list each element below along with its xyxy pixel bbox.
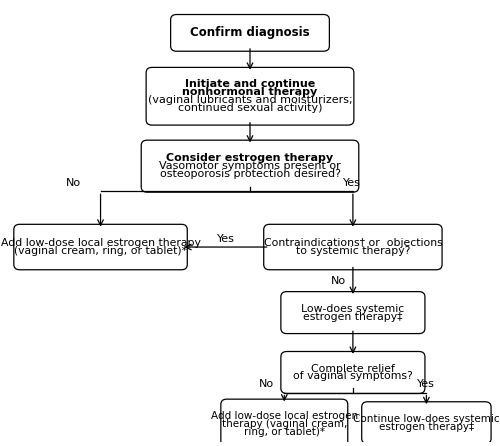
Text: Vasomotor symptoms present or: Vasomotor symptoms present or [159,161,341,171]
FancyBboxPatch shape [264,224,442,270]
Text: ring, or tablet)*: ring, or tablet)* [244,427,325,437]
FancyBboxPatch shape [14,224,188,270]
Text: estrogen therapy‡: estrogen therapy‡ [303,312,402,322]
Text: Contraindications† or  objections: Contraindications† or objections [264,238,442,248]
Text: Yes: Yes [343,178,361,188]
Text: No: No [330,276,345,286]
Text: Continue low-does systemic: Continue low-does systemic [353,414,500,424]
Text: No: No [260,379,274,389]
Text: continued sexual activity): continued sexual activity) [178,103,322,113]
FancyBboxPatch shape [170,15,330,51]
Text: No: No [66,178,81,188]
Text: Low-does systemic: Low-does systemic [302,304,405,314]
Text: of vaginal symptoms?: of vaginal symptoms? [293,372,413,381]
FancyBboxPatch shape [221,399,348,446]
Text: Add low-dose local estrogen: Add low-dose local estrogen [210,411,358,421]
Text: estrogen therapy‡: estrogen therapy‡ [379,421,474,432]
Text: Add low-dose local estrogen therapy: Add low-dose local estrogen therapy [0,238,200,248]
Text: Consider estrogen therapy: Consider estrogen therapy [166,153,334,163]
Text: Confirm diagnosis: Confirm diagnosis [190,26,310,39]
Text: Initiate and continue: Initiate and continue [185,79,315,90]
Text: Yes: Yes [216,234,234,244]
Text: (vaginal lubricants and moisturizers;: (vaginal lubricants and moisturizers; [148,95,352,105]
Text: Complete relief: Complete relief [311,363,395,374]
Text: therapy (vaginal cream,: therapy (vaginal cream, [222,419,347,429]
Text: nonhormonal therapy: nonhormonal therapy [182,87,318,97]
Text: Yes: Yes [416,379,434,389]
FancyBboxPatch shape [141,140,359,192]
Text: to systemic therapy?: to systemic therapy? [296,246,410,256]
FancyBboxPatch shape [362,402,491,444]
FancyBboxPatch shape [281,292,425,334]
FancyBboxPatch shape [281,351,425,393]
FancyBboxPatch shape [146,67,354,125]
Text: (vaginal cream, ring, or tablet)*: (vaginal cream, ring, or tablet)* [14,246,187,256]
Text: osteoporosis protection desired?: osteoporosis protection desired? [160,169,340,179]
